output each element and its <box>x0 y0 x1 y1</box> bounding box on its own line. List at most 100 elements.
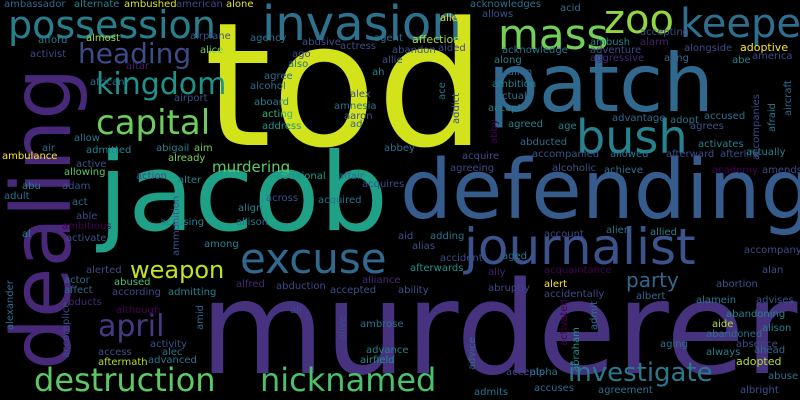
word-abruptly: abruptly <box>488 283 530 294</box>
word-adding: adding <box>430 231 465 242</box>
word-america: america <box>752 51 793 62</box>
word-jacob: jacob <box>98 131 389 256</box>
word-tod: tod <box>204 0 486 186</box>
word-aircraft: aircraft <box>783 80 794 116</box>
word-align: align <box>238 203 263 214</box>
word-agrees: agrees <box>690 121 724 132</box>
word-activist: activist <box>30 49 67 60</box>
word-acquired: acquired <box>318 195 362 206</box>
word-accepting: accepting <box>640 27 690 38</box>
word-among: among <box>204 239 239 250</box>
word-albert: albert <box>636 291 666 302</box>
word-ambulance: ambulance <box>2 151 58 162</box>
word-academy: academy <box>712 165 758 176</box>
word-abby: abby <box>489 119 500 144</box>
word-airplane: airplane <box>190 31 231 42</box>
word-ago: ago <box>292 49 311 60</box>
word-april: april <box>98 309 165 344</box>
word-kingdom: kingdom <box>96 67 227 102</box>
word-aang: aang <box>664 53 689 64</box>
word-ambrose: ambrose <box>360 319 404 330</box>
word-keeper: keeper <box>680 1 800 47</box>
word-activated: activated <box>559 299 570 346</box>
word-altar: altar <box>126 61 150 72</box>
word-acid: acid <box>560 3 581 14</box>
word-heading: heading <box>78 37 192 70</box>
word-according: according <box>112 287 161 298</box>
word-alter: alter <box>178 175 202 186</box>
word-adopted: adopted <box>736 355 782 368</box>
word-although: although <box>116 305 161 316</box>
word-bush: bush <box>576 110 688 164</box>
word-advantage: advantage <box>612 113 666 124</box>
word-american: american <box>176 0 223 10</box>
word-aged: aged <box>502 251 527 262</box>
word-actress: actress <box>340 41 377 52</box>
word-abduction: abduction <box>276 281 326 292</box>
word-nicknamed: nicknamed <box>260 361 437 399</box>
word-alongside: alongside <box>684 43 733 54</box>
word-admits: admits <box>474 387 509 398</box>
word-absence: absence <box>736 339 778 350</box>
word-amid: amid <box>195 305 206 330</box>
word-abortion: abortion <box>716 279 758 290</box>
word-additional: additional <box>276 171 326 182</box>
word-achieve: achieve <box>604 165 643 176</box>
word-accompanied: accompanied <box>532 149 600 160</box>
word-allen: allen <box>508 67 533 78</box>
word-alpha: alpha <box>530 367 558 378</box>
word-adventure: adventure <box>590 45 642 56</box>
word-amends: amends <box>762 165 800 176</box>
word-alone: alone <box>226 0 254 10</box>
word-alice: alice <box>200 45 224 56</box>
word-alarm: alarm <box>640 37 669 48</box>
word-aide: aide <box>712 319 734 330</box>
word-ambition: ambition <box>492 79 537 90</box>
word-alive: alive <box>337 316 348 340</box>
word-excuse: excuse <box>240 234 387 283</box>
word-aging: aging <box>660 339 688 350</box>
word-almost: almost <box>86 33 120 44</box>
word-investigate: investigate <box>568 358 713 388</box>
word-afford: afford <box>38 35 68 46</box>
word-aided: aided <box>438 43 466 54</box>
word-ali: ali <box>290 305 302 316</box>
word-actor: actor <box>64 275 90 286</box>
word-aboard: aboard <box>254 97 290 108</box>
word-ahead: ahead <box>754 345 786 356</box>
word-admitted: admitted <box>86 145 132 156</box>
word-alan: alan <box>762 265 784 276</box>
word-alfred: alfred <box>236 279 265 290</box>
word-ace: ace <box>437 82 448 100</box>
word-always: always <box>706 347 741 358</box>
word-advance: advance <box>366 345 409 356</box>
word-acquires: acquires <box>362 179 405 190</box>
word-active: active <box>76 159 107 170</box>
word-affection: affection <box>412 33 461 46</box>
word-actual: actual <box>496 91 527 102</box>
word-party: party <box>626 268 679 292</box>
word-accept: accept <box>488 103 522 114</box>
word-alert: alert <box>544 279 568 290</box>
word-journalist: journalist <box>464 218 696 276</box>
word-across: across <box>266 193 299 204</box>
word-allison: allison <box>236 217 269 228</box>
word-alliance: alliance <box>362 275 401 286</box>
word-abusive: abusive <box>302 37 341 48</box>
word-albright: albright <box>740 385 779 396</box>
word-along: along <box>494 55 522 66</box>
word-weapon: weapon <box>130 256 225 284</box>
word-ambushed: ambushed <box>124 0 177 10</box>
word-afterwards: afterwards <box>410 263 464 274</box>
word-alison: alison <box>762 323 792 334</box>
word-age: age <box>558 121 577 132</box>
word-aftermath: aftermath <box>98 357 148 368</box>
word-abandoned: abandoned <box>706 329 763 340</box>
word-accomplice: accomplice <box>61 301 72 358</box>
word-ambitious: ambitious <box>62 221 112 232</box>
word-agent: agent <box>374 33 403 44</box>
word-admit: admit <box>589 301 600 330</box>
word-able: able <box>76 211 98 222</box>
word-abducted: abducted <box>520 137 568 148</box>
